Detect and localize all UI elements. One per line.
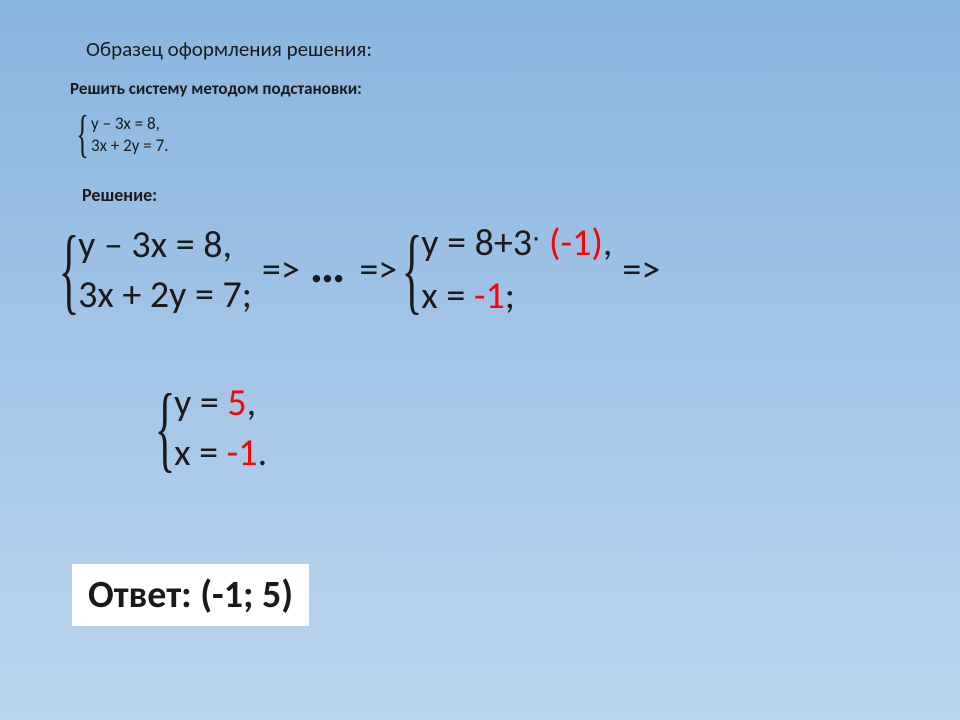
sys3-line1: у = 5, xyxy=(174,378,267,428)
system-1: у – 3х = 8, 3х + 2у = 7; xyxy=(78,220,252,320)
system-2: у = 8+3∙ (-1), х = -1; xyxy=(421,218,612,321)
sys3-l1-text-a: у = xyxy=(174,380,227,426)
task-subtitle: Решить систему методом подстановки: xyxy=(70,78,362,99)
sys2-l1-highlight: (-1) xyxy=(540,220,603,266)
solution-row-1: { у – 3х = 8, 3х + 2у = 7; => … => { у =… xyxy=(60,218,666,321)
answer-box: Ответ: (-1; 5) xyxy=(72,564,309,626)
sys1-line1: у – 3х = 8, xyxy=(78,220,252,270)
ellipsis: … xyxy=(310,235,346,296)
sys2-l1-text-a: у = 8+3 xyxy=(421,220,532,266)
arrow-icon: => xyxy=(262,247,300,293)
mult-dot-icon: ∙ xyxy=(532,219,540,256)
sys2-line1: у = 8+3∙ (-1), xyxy=(421,218,612,271)
sys2-l2-highlight: -1 xyxy=(474,273,505,319)
sys2-l1-text-c: , xyxy=(603,220,612,266)
sys3-l2-text-c: . xyxy=(258,430,268,476)
brace-icon: { xyxy=(59,227,80,313)
sys2-l2-text-a: х = xyxy=(421,273,474,319)
sys3-l2-text-a: х = xyxy=(174,430,227,476)
brace-icon: { xyxy=(76,112,88,158)
sys1-line2: 3х + 2у = 7; xyxy=(78,270,252,320)
sys3-l2-highlight: -1 xyxy=(227,430,258,476)
solution-label: Решение: xyxy=(82,184,157,206)
brace-icon: { xyxy=(402,227,423,313)
sys2-line2: х = -1; xyxy=(421,271,612,321)
sys3-line2: х = -1. xyxy=(174,428,267,478)
system-3: у = 5, х = -1. xyxy=(174,378,267,478)
example-title: Образец оформления решения: xyxy=(86,36,372,62)
problem-lines: у – 3х = 8, 3х + 2у = 7. xyxy=(91,113,169,157)
solution-row-2: { у = 5, х = -1. xyxy=(156,378,267,478)
problem-system: { у – 3х = 8, 3х + 2у = 7. xyxy=(70,112,168,158)
sys2-l2-text-c: ; xyxy=(505,273,515,319)
problem-line-1: у – 3х = 8, xyxy=(91,113,169,135)
brace-icon: { xyxy=(155,385,176,471)
sys3-l1-highlight: 5 xyxy=(227,380,246,426)
arrow-icon: => xyxy=(359,247,397,293)
problem-line-2: 3х + 2у = 7. xyxy=(91,135,169,157)
sys3-l1-text-c: , xyxy=(247,380,256,426)
arrow-icon: => xyxy=(622,247,660,293)
